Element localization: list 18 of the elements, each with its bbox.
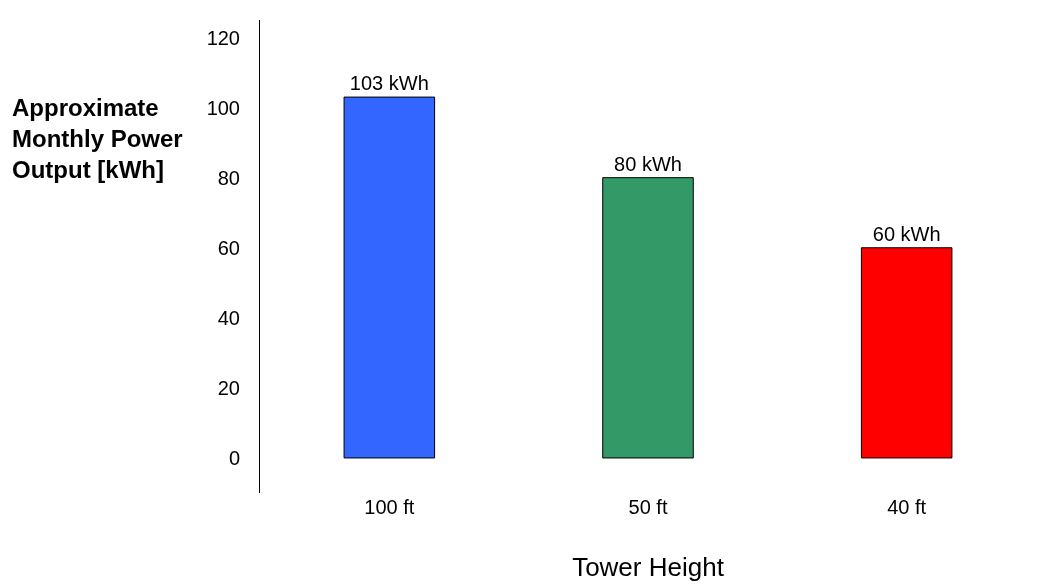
bar [602, 177, 694, 459]
data-label: 103 kWh [349, 72, 429, 95]
x-axis-title: Tower Height [572, 551, 725, 582]
x-tick-label: 100 ft [364, 496, 415, 518]
data-label: 80 kWh [614, 152, 682, 175]
y-tick-label: 80 [217, 166, 240, 189]
y-tick-label: 100 [206, 96, 240, 119]
x-tick-label: 40 ft [887, 496, 927, 518]
y-tick-label: 0 [228, 446, 240, 469]
y-tick-label: 60 [217, 236, 240, 259]
y-tick-label: 40 [217, 306, 240, 329]
data-label: 60 kWh [872, 222, 941, 245]
y-axis-title: Approximate Monthly Power Output [kWh] [12, 94, 183, 184]
x-tick-label: 50 ft [628, 496, 668, 518]
y-tick-label: 120 [206, 26, 240, 49]
bar [860, 247, 953, 459]
bar [343, 96, 436, 459]
y-tick-label: 20 [217, 376, 240, 399]
